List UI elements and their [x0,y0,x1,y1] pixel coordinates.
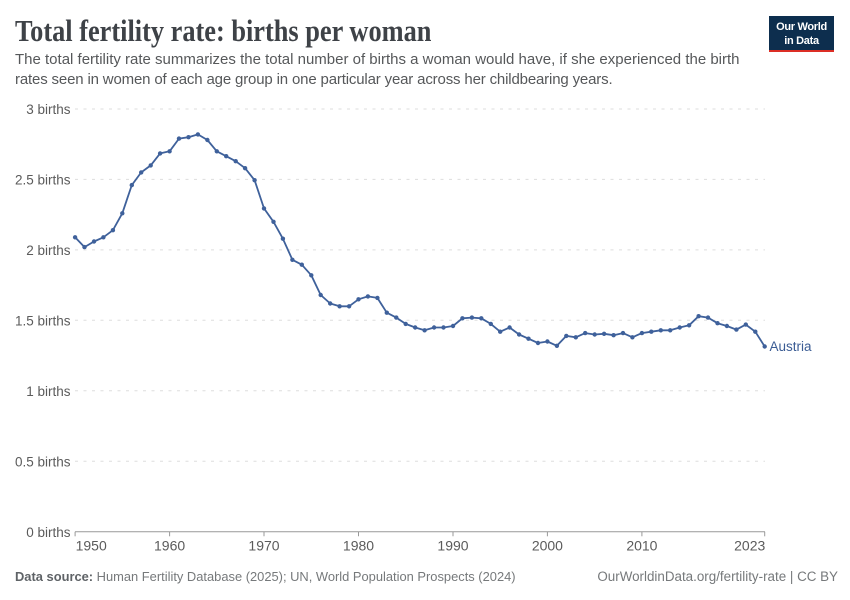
svg-text:3 births: 3 births [26,102,71,117]
svg-text:2023: 2023 [734,538,765,554]
svg-text:1950: 1950 [76,538,107,554]
svg-text:2 births: 2 births [26,243,71,258]
svg-text:2.5 births: 2.5 births [15,173,71,188]
svg-text:0 births: 0 births [26,525,71,540]
svg-text:2010: 2010 [626,538,657,554]
svg-text:0.5 births: 0.5 births [15,454,71,469]
svg-text:1980: 1980 [343,538,374,554]
svg-text:1 births: 1 births [26,384,71,399]
svg-text:1960: 1960 [154,538,185,554]
svg-text:1970: 1970 [248,538,279,554]
svg-text:2000: 2000 [532,538,563,554]
svg-text:1.5 births: 1.5 births [15,314,71,329]
svg-text:1990: 1990 [437,538,468,554]
